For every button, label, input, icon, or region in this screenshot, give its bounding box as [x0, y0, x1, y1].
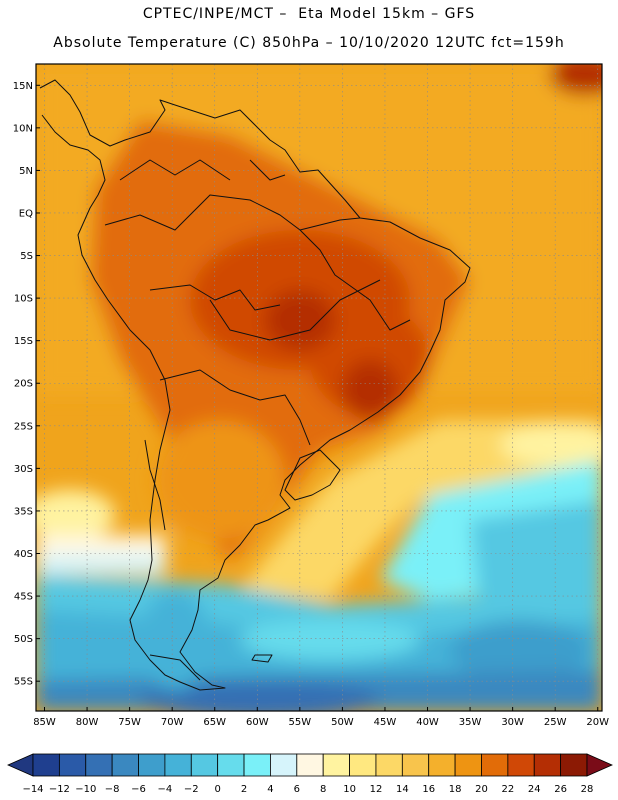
lon-label: 70W [161, 717, 184, 728]
colorbar-label: −10 [75, 784, 96, 795]
colorbar-box [243, 753, 271, 777]
colorbar-label: 0 [214, 784, 220, 795]
colorbar-box [375, 753, 403, 777]
colorbar-label: 12 [370, 784, 383, 795]
lon-label: 45W [374, 717, 397, 728]
lat-label: 5S [20, 251, 33, 262]
lon-label: 30W [501, 717, 524, 728]
colorbar-label: 28 [581, 784, 594, 795]
lat-label: 20S [14, 379, 33, 390]
lon-label: 35W [459, 717, 482, 728]
colorbar-box [454, 753, 482, 777]
lat-label: 10N [13, 123, 33, 134]
colorbar-box [428, 753, 456, 777]
colorbar-box [58, 753, 87, 777]
lon-label: 55W [289, 717, 312, 728]
lon-label: 20W [586, 717, 609, 728]
colorbar-box [85, 753, 113, 777]
colorbar-box [190, 753, 219, 777]
lon-label: 60W [246, 717, 269, 728]
colorbar-label: −2 [184, 784, 199, 795]
colorbar-box [217, 753, 245, 777]
colorbar-box [533, 753, 562, 777]
colorbar-label: 26 [554, 784, 567, 795]
colorbar-label: 14 [396, 784, 409, 795]
colorbar-label: −6 [131, 784, 146, 795]
colorbar-box [32, 753, 60, 777]
colorbar-over-triangle [586, 753, 613, 777]
colorbar-label: 6 [294, 784, 300, 795]
colorbar-label: 4 [267, 784, 273, 795]
colorbar-label: 2 [241, 784, 247, 795]
lon-label: 65W [203, 717, 226, 728]
colorbar-label: 18 [449, 784, 462, 795]
lat-label: 35S [14, 506, 33, 517]
colorbar-label: 16 [422, 784, 435, 795]
lat-label: 55S [14, 677, 33, 688]
colorbar-box [401, 753, 430, 777]
lat-label: 5N [19, 166, 33, 177]
colorbar-box [270, 753, 298, 777]
lat-label: 30S [14, 464, 33, 475]
colorbar-label: 20 [475, 784, 488, 795]
colorbar-label: 24 [528, 784, 541, 795]
title-variable: Absolute Temperature (C) 850hPa – 10/10/… [53, 35, 565, 51]
lat-label: 25S [14, 421, 33, 432]
colorbar-box [111, 753, 139, 777]
lat-label: 50S [14, 634, 33, 645]
colorbar-box [138, 753, 166, 777]
colorbar-label: 22 [501, 784, 514, 795]
lon-label: 75W [118, 717, 141, 728]
colorbar-box [296, 753, 324, 777]
title-model: CPTEC/INPE/MCT – Eta Model 15km – GFS [142, 6, 476, 22]
lat-label: EQ [19, 208, 33, 219]
colorbar-box [164, 753, 192, 777]
colorbar-box [560, 753, 588, 777]
colorbar-under-triangle [7, 753, 34, 777]
lat-label: 45S [14, 592, 33, 603]
colorbar-label: 10 [343, 784, 356, 795]
lon-label: 40W [416, 717, 439, 728]
lon-label: 25W [544, 717, 567, 728]
coastlines-borders [39, 79, 471, 691]
lon-label: 85W [33, 717, 56, 728]
colorbar-box [507, 753, 535, 777]
colorbar-label: −12 [49, 784, 70, 795]
colorbar-label: 8 [320, 784, 326, 795]
lon-label: 50W [331, 717, 354, 728]
lon-label: 80W [76, 717, 99, 728]
colorbar-label: −8 [105, 784, 120, 795]
colorbar-box [349, 753, 377, 777]
colorbar-box [481, 753, 509, 777]
lat-label: 15S [14, 336, 33, 347]
colorbar-label: −14 [22, 784, 43, 795]
lat-label: 10S [14, 294, 33, 305]
lat-label: 40S [14, 549, 33, 560]
latitude-labels: 15N 10N 5N EQ 5S 10S 15S 20S 25S 30S 35S 40S 45S 50S 5… [13, 81, 40, 688]
colorbar-label: −4 [158, 784, 173, 795]
lat-label: 15N [13, 81, 33, 92]
longitude-labels: 85W 80W 75W 70W 65W 60W 55W 50W 45W 40W 35W 30W 25W 2… [33, 707, 609, 728]
map-frame [35, 63, 603, 712]
colorbar-box [322, 753, 350, 777]
temperature-field [36, 64, 602, 711]
